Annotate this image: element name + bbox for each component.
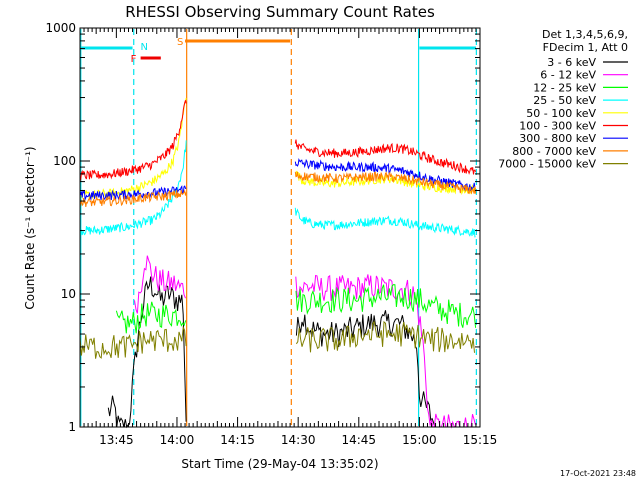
axis-layer: 1 10 100 1000 13:45 14:00 14:15 14:30 14:45 15:00… (45, 21, 497, 447)
y-tick-label: 100 (53, 154, 76, 168)
legend-header: FDecim 1, Att 0 (543, 41, 628, 54)
chart-title: RHESSI Observing Summary Count Rates (125, 3, 435, 21)
timestamp: 17-Oct-2021 23:48 (560, 469, 636, 478)
legend-entry-label: 7000 - 15000 keV (498, 158, 596, 171)
x-tick-label: 14:00 (160, 433, 195, 447)
overlay-layer: NF S (80, 29, 477, 426)
legend-header: Det 1,3,4,5,6,9, (542, 28, 628, 41)
legend-entry-label: 100 - 300 keV (519, 120, 596, 133)
flag-label: N (141, 42, 148, 53)
flag-label: F (131, 54, 137, 65)
series-line (79, 171, 477, 207)
series-line (115, 284, 477, 334)
x-tick-label: 14:30 (281, 433, 316, 447)
x-tick-label: 14:15 (220, 433, 255, 447)
y-axis-label: Count Rate (s⁻¹ detector⁻¹) (23, 146, 37, 309)
x-axis-label: Start Time (29-May-04 13:35:02) (181, 457, 378, 471)
legend-entry-label: 25 - 50 keV (533, 94, 596, 107)
x-tick-label: 15:15 (463, 433, 498, 447)
x-tick-label: 14:45 (341, 433, 376, 447)
series-line (79, 320, 475, 359)
legend: Det 1,3,4,5,6,9,FDecim 1, Att 0 3 - 6 keV… (498, 28, 628, 171)
y-tick-label: 1000 (45, 21, 76, 35)
series-layer (79, 97, 477, 429)
legend-entry-label: 800 - 7000 keV (512, 145, 596, 158)
flag-label: S (177, 37, 183, 48)
legend-entry-label: 3 - 6 keV (547, 56, 596, 69)
legend-entry-label: 50 - 100 keV (526, 107, 596, 120)
y-tick-label: 10 (61, 287, 76, 301)
legend-entry-label: 6 - 12 keV (540, 69, 596, 82)
series-line (79, 100, 477, 182)
series-line (79, 140, 476, 238)
x-tick-label: 13:45 (99, 433, 134, 447)
series-line (107, 276, 436, 429)
plot-frame (79, 27, 481, 428)
series-line (134, 255, 476, 429)
y-tick-label: 1 (68, 420, 76, 434)
legend-entry-label: 12 - 25 keV (533, 81, 596, 94)
x-tick-label: 15:00 (402, 433, 437, 447)
legend-entry-label: 300 - 800 keV (519, 132, 596, 145)
